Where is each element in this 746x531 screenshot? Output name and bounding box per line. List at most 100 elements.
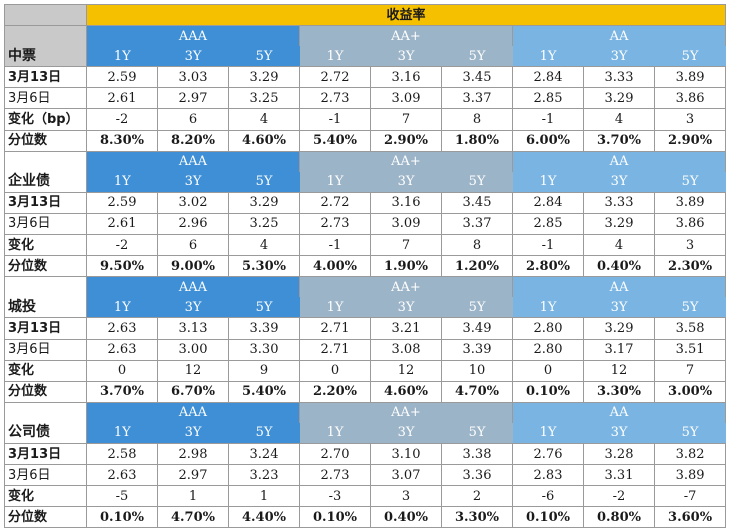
table-cell: 2.97: [157, 464, 229, 487]
section-name: 公司债: [4, 422, 87, 444]
row-label: 3月6日: [4, 212, 87, 236]
section-name: 城投: [4, 297, 87, 319]
table-row: 变化 -2 6 4 -1 7 8 -1 4 3: [4, 234, 727, 257]
group-label-aa: AA: [511, 25, 727, 47]
table-cell: 1.90%: [370, 255, 442, 278]
corner-cell: [4, 3, 87, 27]
table-cell: -1: [512, 234, 584, 257]
row-label: 分位数: [4, 380, 87, 403]
table-cell: 2.59: [86, 191, 158, 214]
table-cell: 2.58: [86, 442, 158, 466]
tenor-header: 5Y: [228, 171, 300, 193]
table-cell: 6: [157, 234, 229, 257]
table-cell: 3.36: [441, 464, 513, 487]
tenor-header: 3Y: [157, 422, 229, 444]
section-name: 中票: [4, 46, 87, 68]
table-cell: 0: [86, 359, 158, 382]
group-label-aaa: AAA: [86, 276, 300, 298]
table-cell: 2.61: [86, 87, 158, 110]
table-cell: 2.80: [512, 317, 584, 340]
group-label-aaa: AAA: [86, 25, 300, 47]
table-cell: 2.63: [86, 338, 158, 361]
tenor-header: 1Y: [299, 46, 371, 68]
group-label-aa: AA: [511, 150, 727, 172]
table-cell: 3.30%: [441, 506, 513, 529]
tenor-header: 3Y: [157, 46, 229, 68]
table-cell: 3.25: [228, 87, 300, 110]
table-cell: 3.33: [583, 66, 655, 89]
tenor-header: 3Y: [157, 297, 229, 319]
table-cell: 2.71: [299, 338, 371, 361]
table-cell: 1.20%: [441, 255, 513, 278]
tenor-header: 1Y: [86, 171, 158, 193]
table-cell: 2.63: [86, 464, 158, 487]
table-cell: 2.73: [299, 464, 371, 487]
table-cell: 3.49: [441, 317, 513, 340]
table-cell: 3.09: [370, 212, 442, 236]
table-cell: -1: [512, 108, 584, 131]
table-cell: 3.89: [653, 191, 727, 214]
tenor-header: 3Y: [583, 422, 655, 444]
group-label-aa-plus: AA+: [299, 150, 513, 172]
table-cell: 4.60%: [370, 380, 442, 403]
table-row: 3月13日 2.59 3.02 3.29 2.72 3.16 3.45 2.84 3.33 3.8…: [4, 191, 727, 214]
table-cell: 2.96: [157, 212, 229, 236]
table-row: 3月6日 2.61 2.97 3.25 2.73 3.09 3.37 2.85 3.29 3.86: [4, 87, 727, 110]
row-label: 3月13日: [4, 317, 87, 340]
table-cell: 3.28: [583, 442, 655, 466]
table-cell: 2.84: [512, 191, 584, 214]
table-cell: 2: [441, 485, 513, 508]
section-header-bottom: 企业债 1Y 3Y 5Y 1Y 3Y 5Y 1Y 3Y 5Y: [4, 171, 726, 193]
table-cell: 3.82: [653, 442, 727, 466]
table-cell: 5.40%: [228, 380, 300, 403]
table-cell: 0.10%: [86, 506, 158, 529]
table-cell: 3.89: [653, 464, 727, 487]
table-cell: 3.86: [653, 212, 727, 236]
tenor-header: 3Y: [370, 171, 442, 193]
group-label-aaa: AAA: [86, 150, 300, 172]
table-cell: 9.50%: [86, 255, 158, 278]
table-cell: 3.23: [228, 464, 300, 487]
table-cell: 2.61: [86, 212, 158, 236]
table-cell: 3.86: [653, 87, 727, 110]
table-cell: 3.25: [228, 212, 300, 236]
table-cell: 3.13: [157, 317, 229, 340]
table-cell: 12: [370, 359, 442, 382]
table-cell: 12: [583, 359, 655, 382]
table-cell: 3.24: [228, 442, 300, 466]
table-cell: 2.85: [512, 87, 584, 110]
section-header-bottom: 公司债 1Y 3Y 5Y 1Y 3Y 5Y 1Y 3Y 5Y: [4, 422, 726, 444]
tenor-header: 5Y: [441, 297, 513, 319]
table-row: 分位数 9.50% 9.00% 5.30% 4.00% 1.90% 1.20% 2.80% 0.…: [4, 255, 727, 278]
section-label-spacer: [4, 401, 87, 423]
tenor-header: 1Y: [512, 46, 584, 68]
table-cell: 3.17: [583, 338, 655, 361]
table-cell: 4.70%: [441, 380, 513, 403]
table-cell: 4: [228, 108, 300, 131]
table-cell: 2.72: [299, 66, 371, 89]
table-cell: 2.80: [512, 338, 584, 361]
section-header-bottom: 城投 1Y 3Y 5Y 1Y 3Y 5Y 1Y 3Y 5Y: [4, 297, 726, 319]
table-cell: 3.16: [370, 191, 442, 214]
tenor-header: 5Y: [228, 422, 300, 444]
section-header-top: AAA AA+ AA: [4, 401, 727, 423]
tenor-header: 1Y: [299, 171, 371, 193]
table-cell: 2.73: [299, 212, 371, 236]
table-cell: 3.30%: [583, 380, 655, 403]
table-cell: 3.45: [441, 66, 513, 89]
table-cell: 1: [228, 485, 300, 508]
table-cell: 3.07: [370, 464, 442, 487]
table-cell: 5.30%: [228, 255, 300, 278]
table-cell: 6.70%: [157, 380, 229, 403]
table-row: 分位数 8.30% 8.20% 4.60% 5.40% 2.90% 1.80% 6.00% 3.…: [4, 129, 727, 152]
section-label-spacer: [4, 25, 87, 47]
table-cell: 0.80%: [583, 506, 655, 529]
table-cell: 0: [299, 359, 371, 382]
table-cell: 3.29: [583, 317, 655, 340]
table-cell: 9: [228, 359, 300, 382]
table-cell: 2.71: [299, 317, 371, 340]
table-cell: 6.00%: [512, 129, 584, 152]
row-label: 变化（bp）: [4, 108, 87, 131]
table-row: 分位数 3.70% 6.70% 5.40% 2.20% 4.60% 4.70% 0.10% 3.…: [4, 380, 727, 403]
tenor-header: 1Y: [86, 422, 158, 444]
